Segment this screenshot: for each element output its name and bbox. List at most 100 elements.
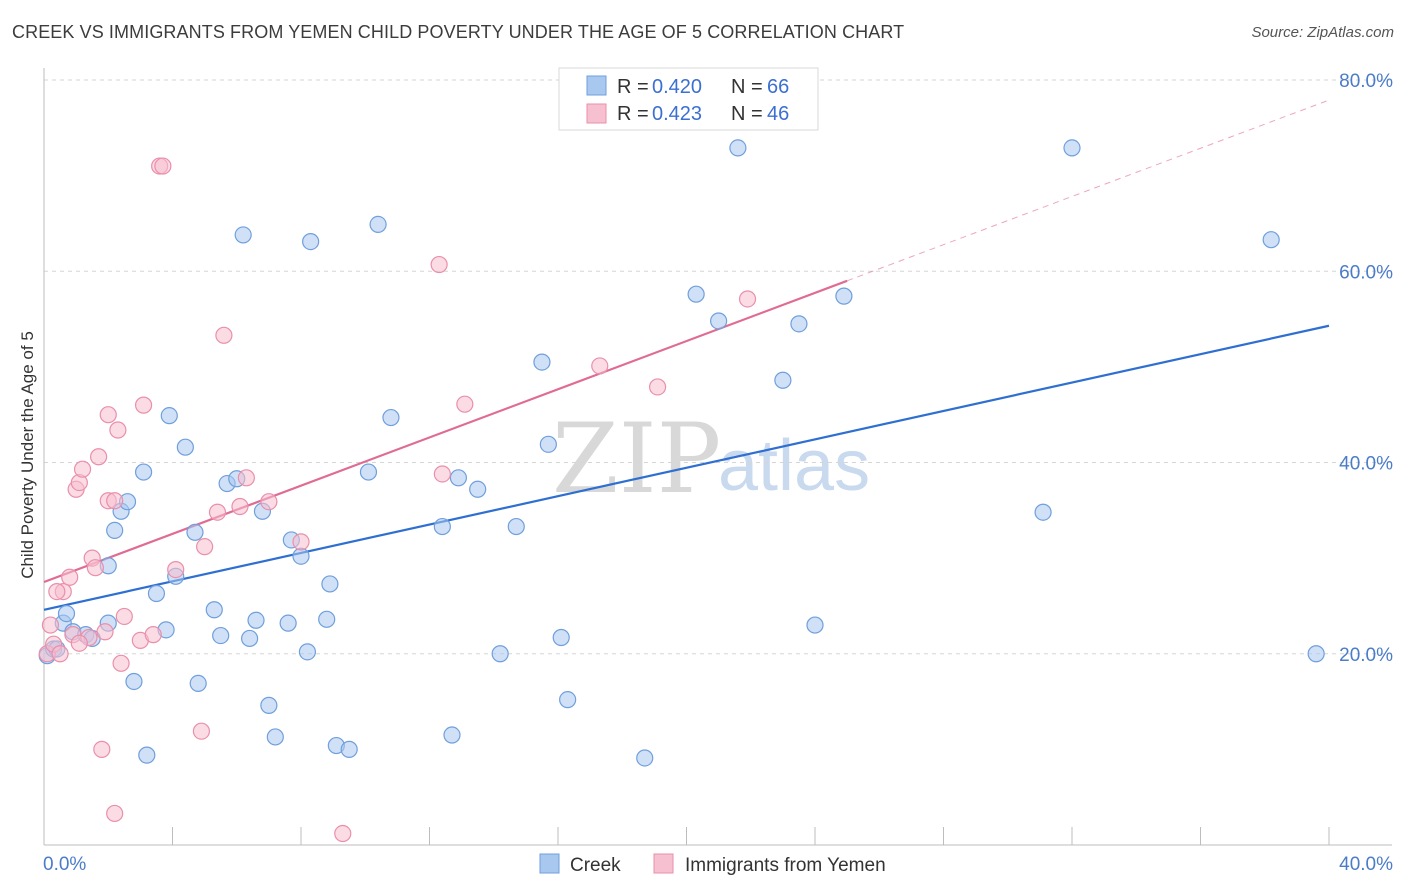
creek-point-61 (806, 616, 824, 634)
creek-point-47 (449, 469, 468, 487)
yemen-point-32 (237, 469, 255, 487)
creek-point-50 (507, 517, 525, 536)
yemen-point-42 (96, 623, 114, 641)
watermark-atlas: atlas (718, 426, 870, 506)
yemen-point-12 (86, 559, 105, 577)
yemen-point-40 (648, 378, 667, 396)
creek-point-10 (106, 521, 124, 539)
yemen-point-20 (115, 607, 133, 626)
yemen-point-14 (93, 740, 111, 758)
creek-point-58 (729, 139, 747, 157)
creek-point-48 (469, 480, 487, 498)
creek-point-52 (539, 435, 557, 453)
creek-point-28 (241, 629, 259, 648)
trend-line-0 (43, 324, 1330, 611)
creek-point-54 (559, 691, 577, 709)
yemen-point-1 (41, 616, 60, 634)
yemen-point-31 (231, 497, 249, 516)
creek-point-62 (835, 287, 853, 305)
legend-n-value-yemen: 46 (767, 103, 789, 125)
yemen-point-38 (456, 395, 474, 413)
yemen-point-16 (99, 406, 117, 424)
creek-point-63 (1034, 503, 1052, 521)
trend-line-1 (43, 279, 848, 584)
creek-point-37 (302, 233, 320, 251)
yemen-point-35 (334, 824, 352, 843)
creek-point-22 (189, 674, 207, 692)
bottom-legend-label-yemen: Immigrants from Yemen (685, 855, 886, 876)
creek-point-16 (147, 584, 166, 603)
yemen-point-29 (208, 503, 227, 521)
y-tick-label-1: 40.0% (1339, 454, 1393, 475)
creek-point-46 (443, 726, 461, 744)
y-tick-label-3: 80.0% (1339, 71, 1393, 92)
yemen-point-30 (215, 326, 233, 344)
yemen-point-37 (433, 465, 451, 483)
creek-point-66 (1307, 645, 1325, 663)
yemen-point-17 (106, 804, 124, 823)
legend-n-label-yemen: N = (731, 103, 763, 125)
creek-point-13 (125, 672, 143, 691)
yemen-point-19 (112, 654, 130, 672)
chart-title: CREEK VS IMMIGRANTS FROM YEMEN CHILD POV… (12, 22, 905, 42)
legend-r-label-creek: R = (617, 76, 649, 98)
creek-point-64 (1063, 139, 1081, 157)
creek-point-38 (318, 610, 336, 628)
legend-swatch-creek (586, 75, 607, 96)
yemen-point-28 (196, 538, 214, 556)
creek-point-31 (260, 696, 278, 714)
creek-point-4 (57, 604, 76, 623)
y-tick-label-2: 60.0% (1339, 262, 1393, 283)
axes (43, 68, 1392, 846)
creek-point-15 (138, 746, 156, 764)
x-tick-label-0: 0.0% (43, 854, 86, 875)
creek-point-57 (710, 312, 728, 330)
creek-point-55 (636, 749, 654, 767)
watermark-zip: ZIP (552, 403, 721, 515)
yemen-point-22 (134, 396, 153, 414)
y-axis-title: Child Poverty Under the Age of 5 (18, 331, 37, 579)
data-points (38, 139, 1325, 843)
y-tick-labels: 20.0% 40.0% 60.0% 80.0% (1339, 71, 1393, 666)
creek-point-51 (533, 353, 551, 371)
series-legend: Creek Immigrants from Yemen (539, 853, 886, 876)
creek-point-41 (340, 740, 358, 758)
creek-point-56 (687, 285, 705, 303)
creek-point-53 (552, 628, 570, 647)
creek-point-39 (321, 575, 339, 593)
source-credit: Source: ZipAtlas.com (1251, 24, 1394, 41)
yemen-point-41 (738, 290, 757, 308)
yemen-point-27 (192, 722, 211, 740)
creek-point-43 (369, 215, 387, 233)
yemen-point-43 (70, 634, 88, 652)
yemen-point-13 (90, 448, 108, 466)
yemen-point-5 (61, 568, 79, 586)
bottom-legend-swatch-creek (539, 853, 560, 874)
yemen-point-9 (73, 460, 92, 478)
creek-point-32 (266, 728, 284, 746)
creek-point-44 (382, 408, 400, 427)
creek-point-27 (234, 226, 252, 244)
trend-extension-1 (846, 99, 1330, 282)
legend-r-value-yemen: 0.423 (652, 103, 702, 125)
yemen-point-18 (109, 421, 127, 439)
y-tick-label-0: 20.0% (1339, 645, 1393, 666)
yemen-point-39 (591, 357, 609, 375)
creek-point-49 (491, 645, 509, 663)
creek-point-18 (160, 407, 178, 425)
yemen-point-44 (106, 492, 124, 510)
creek-point-60 (790, 315, 808, 333)
creek-point-42 (359, 463, 378, 481)
x-tick-labels: 0.0% 40.0% (43, 854, 1393, 875)
creek-point-21 (186, 523, 204, 541)
creek-point-45 (433, 517, 451, 536)
creek-point-33 (279, 614, 297, 632)
legend-r-value-creek: 0.420 (652, 76, 702, 98)
yemen-point-25 (154, 157, 172, 175)
creek-point-24 (212, 626, 230, 645)
legend-n-value-creek: 66 (767, 76, 789, 98)
bottom-legend-swatch-yemen (653, 853, 674, 874)
creek-point-20 (176, 438, 194, 456)
creek-point-35 (292, 547, 310, 565)
creek-point-36 (298, 643, 317, 661)
